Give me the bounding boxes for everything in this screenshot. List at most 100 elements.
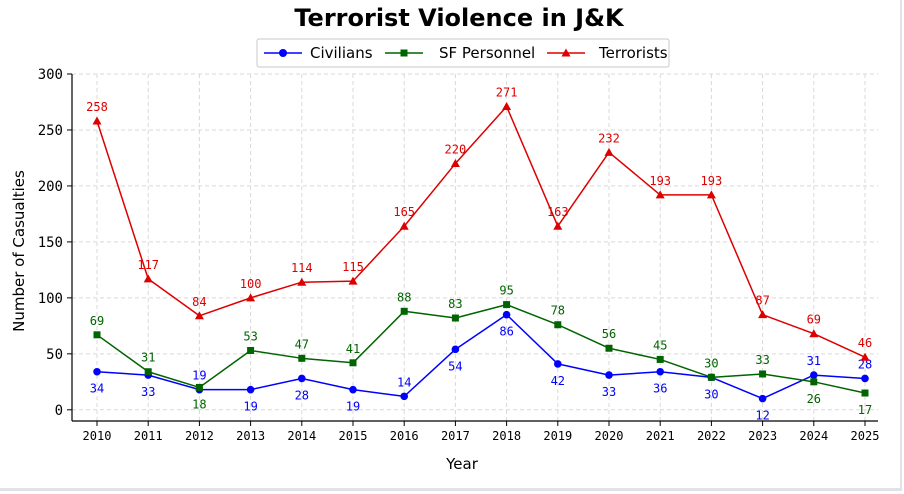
- data-label-civilians: 12: [755, 409, 769, 423]
- data-point-sf-personnel: [759, 370, 767, 378]
- data-point-sf-personnel: [605, 344, 613, 352]
- x-tick-label: 2018: [492, 429, 521, 443]
- legend-label-terrorists: Terrorists: [598, 44, 668, 62]
- data-label-civilians: 19: [192, 369, 206, 383]
- data-point-sf-personnel: [349, 359, 357, 367]
- x-tick-label: 2016: [390, 429, 419, 443]
- data-point-civilians: [502, 310, 511, 319]
- y-tick-label: 200: [38, 179, 63, 195]
- data-label-sf-personnel: 47: [295, 337, 309, 351]
- data-point-terrorists: [246, 293, 256, 302]
- x-tick-label: 2022: [697, 429, 726, 443]
- data-label-civilians: 14: [397, 375, 411, 389]
- data-point-civilians: [810, 371, 818, 379]
- legend-box: [256, 38, 670, 68]
- data-point-terrorists: [860, 352, 870, 361]
- data-point-sf-personnel: [247, 346, 255, 354]
- x-tick-label: 2014: [287, 429, 316, 443]
- data-point-civilians: [246, 385, 255, 394]
- data-label-sf-personnel: 33: [755, 353, 769, 367]
- data-label-terrorists: 46: [858, 336, 872, 350]
- data-label-sf-personnel: 17: [858, 403, 872, 417]
- data-label-sf-personnel: 41: [346, 342, 360, 356]
- data-point-sf-personnel: [400, 307, 408, 315]
- legend-item-terrorists: Terrorists: [547, 44, 668, 62]
- data-label-sf-personnel: 18: [192, 397, 206, 411]
- data-label-terrorists: 258: [86, 100, 108, 114]
- x-tick-label: 2010: [83, 429, 112, 443]
- data-label-civilians: 36: [653, 382, 667, 396]
- legend-marker-sf-personnel: [400, 49, 408, 57]
- legend-item-civilians: Civilians: [264, 44, 373, 62]
- data-label-terrorists: 271: [496, 85, 518, 99]
- legend-marker-terrorists: [561, 48, 571, 57]
- series-line-terrorists: [96, 105, 866, 358]
- series-line-civilians: [96, 313, 866, 400]
- data-label-civilians: 19: [243, 400, 257, 414]
- x-axis-label: Year: [445, 455, 479, 473]
- x-tick-label: 2017: [441, 429, 470, 443]
- y-tick-label: 250: [38, 123, 63, 139]
- data-point-terrorists: [92, 116, 102, 125]
- data-label-sf-personnel: 95: [499, 284, 513, 298]
- data-label-terrorists: 220: [445, 143, 467, 157]
- data-label-terrorists: 117: [137, 258, 159, 272]
- data-label-terrorists: 114: [291, 261, 313, 275]
- data-point-civilians: [554, 360, 562, 368]
- data-point-terrorists: [194, 311, 204, 320]
- data-label-terrorists: 232: [598, 131, 620, 145]
- data-label-sf-personnel: 69: [90, 314, 104, 328]
- data-point-terrorists: [604, 147, 614, 156]
- data-point-sf-personnel: [554, 321, 562, 329]
- y-tick-label: 150: [38, 235, 63, 251]
- data-label-civilians: 42: [551, 374, 565, 388]
- data-label-sf-personnel: 88: [397, 290, 411, 304]
- x-tick-label: 2021: [646, 429, 675, 443]
- x-tick-label: 2012: [185, 429, 214, 443]
- x-tick-label: 2020: [595, 429, 624, 443]
- data-label-sf-personnel: 30: [704, 356, 718, 370]
- data-label-terrorists: 100: [240, 277, 262, 291]
- legend-item-sf-personnel: SF Personnel: [385, 44, 535, 62]
- data-label-terrorists: 163: [547, 205, 569, 219]
- data-label-sf-personnel: 53: [243, 329, 257, 343]
- data-label-sf-personnel: 83: [448, 297, 462, 311]
- data-point-terrorists: [348, 276, 358, 285]
- series-sf-personnel: 69 31 18 53 47 41 88 83 95 78 56 45 30 33 26 17: [90, 284, 872, 417]
- x-tick-label: 2024: [799, 429, 828, 443]
- y-tick-label: 50: [46, 347, 63, 363]
- legend-marker-civilians: [279, 49, 287, 57]
- series-terrorists: 258 117 84 100 114 115 165 220 271 163 232 193 193 87…: [86, 85, 872, 361]
- y-tick-label: 300: [38, 67, 63, 83]
- series-civilians: 34 33 19 19 28 19 14 54 86 42 33 36 30 12 31 28: [90, 310, 872, 423]
- data-point-terrorists: [297, 277, 307, 286]
- x-tick-label: 2015: [339, 429, 368, 443]
- data-point-sf-personnel: [707, 373, 715, 381]
- data-label-civilians: 19: [346, 400, 360, 414]
- data-label-sf-personnel: 26: [807, 392, 821, 406]
- data-point-sf-personnel: [451, 314, 459, 322]
- grid: [72, 73, 878, 421]
- data-point-civilians: [349, 385, 357, 394]
- data-point-terrorists: [502, 101, 512, 110]
- data-label-terrorists: 69: [807, 313, 821, 327]
- data-point-sf-personnel: [861, 389, 869, 397]
- data-label-civilians: 28: [295, 388, 309, 402]
- data-label-terrorists: 115: [342, 260, 364, 274]
- data-point-terrorists: [143, 274, 153, 283]
- data-point-terrorists: [655, 190, 665, 199]
- data-label-terrorists: 84: [192, 295, 206, 309]
- x-tick-label: 2019: [543, 429, 572, 443]
- data-label-civilians: 33: [141, 385, 155, 399]
- data-point-civilians: [656, 367, 664, 376]
- data-label-civilians: 33: [602, 385, 616, 399]
- x-tick-label: 2011: [134, 429, 163, 443]
- series-line-sf-personnel: [96, 303, 866, 394]
- data-label-sf-personnel: 56: [602, 327, 616, 341]
- y-tick-label: 100: [38, 291, 63, 307]
- data-label-civilians: 31: [807, 354, 821, 368]
- x-tick-label: 2023: [748, 429, 777, 443]
- data-label-terrorists: 193: [701, 174, 723, 188]
- data-label-civilians: 54: [448, 359, 462, 373]
